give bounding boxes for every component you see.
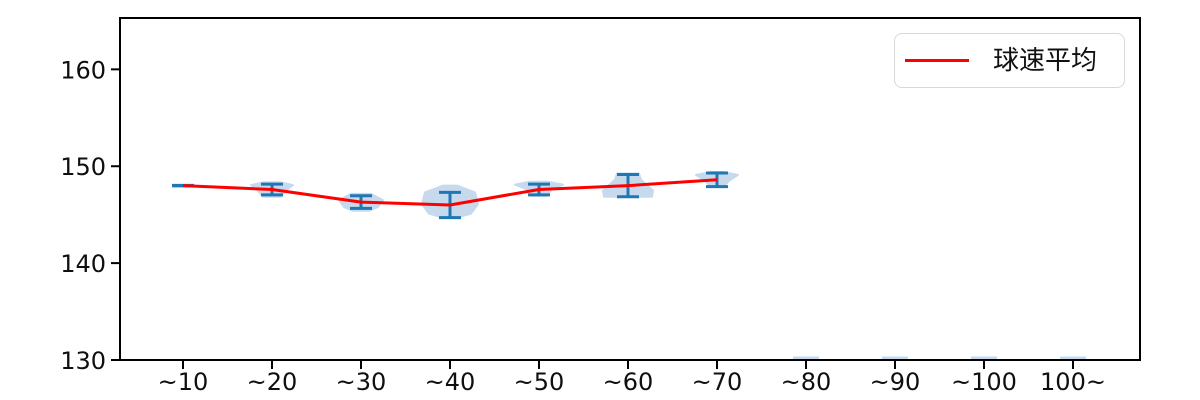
baseline-strip (971, 356, 997, 360)
x-tick-label: ~40 (425, 368, 476, 396)
baseline-strip (793, 356, 819, 360)
x-tick-label: ~80 (781, 368, 832, 396)
x-tick-label: ~60 (603, 368, 654, 396)
legend-line-sample (905, 59, 969, 62)
y-tick-label: 140 (60, 250, 106, 278)
x-tick-label: ~50 (514, 368, 565, 396)
legend: 球速平均 (894, 33, 1125, 88)
x-tick-label: ~20 (247, 368, 298, 396)
axes-spines (119, 17, 1141, 361)
y-tick-label: 150 (60, 153, 106, 181)
x-tick-label: 100~ (1040, 368, 1106, 396)
x-tick-label: ~100 (951, 368, 1017, 396)
baseline-strip (1060, 356, 1086, 360)
x-tick-label: ~70 (692, 368, 743, 396)
y-tick-label: 160 (60, 56, 106, 84)
x-tick-label: ~30 (336, 368, 387, 396)
y-tick-label: 130 (60, 347, 106, 375)
series-line (182, 178, 718, 207)
x-tick-label: ~90 (870, 368, 921, 396)
legend-label: 球速平均 (993, 45, 1098, 76)
baseline-strip (882, 356, 908, 360)
x-tick-label: ~10 (158, 368, 209, 396)
